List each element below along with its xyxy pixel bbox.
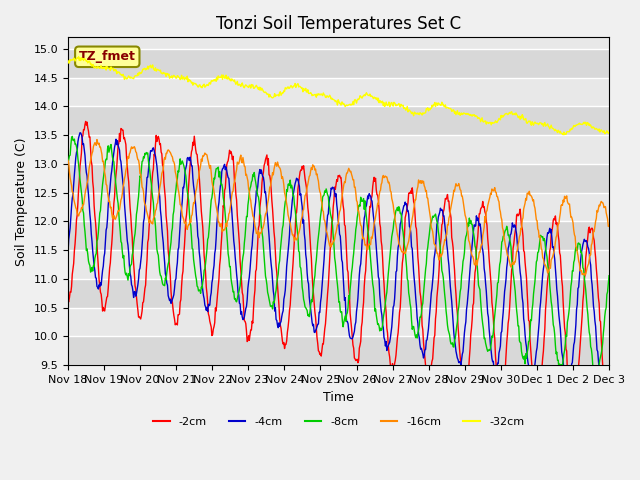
Title: Tonzi Soil Temperatures Set C: Tonzi Soil Temperatures Set C <box>216 15 461 33</box>
Bar <box>68 49 609 78</box>
Bar <box>68 250 609 279</box>
Bar <box>68 336 609 365</box>
Bar <box>68 279 609 308</box>
Bar <box>68 192 609 221</box>
Bar <box>68 107 609 135</box>
Bar <box>68 135 609 164</box>
Bar <box>68 78 609 107</box>
Y-axis label: Soil Temperature (C): Soil Temperature (C) <box>15 137 28 265</box>
Bar <box>68 221 609 250</box>
Text: TZ_fmet: TZ_fmet <box>79 50 136 63</box>
Legend: -2cm, -4cm, -8cm, -16cm, -32cm: -2cm, -4cm, -8cm, -16cm, -32cm <box>148 413 529 432</box>
Bar <box>68 164 609 192</box>
X-axis label: Time: Time <box>323 391 354 404</box>
Bar <box>68 308 609 336</box>
